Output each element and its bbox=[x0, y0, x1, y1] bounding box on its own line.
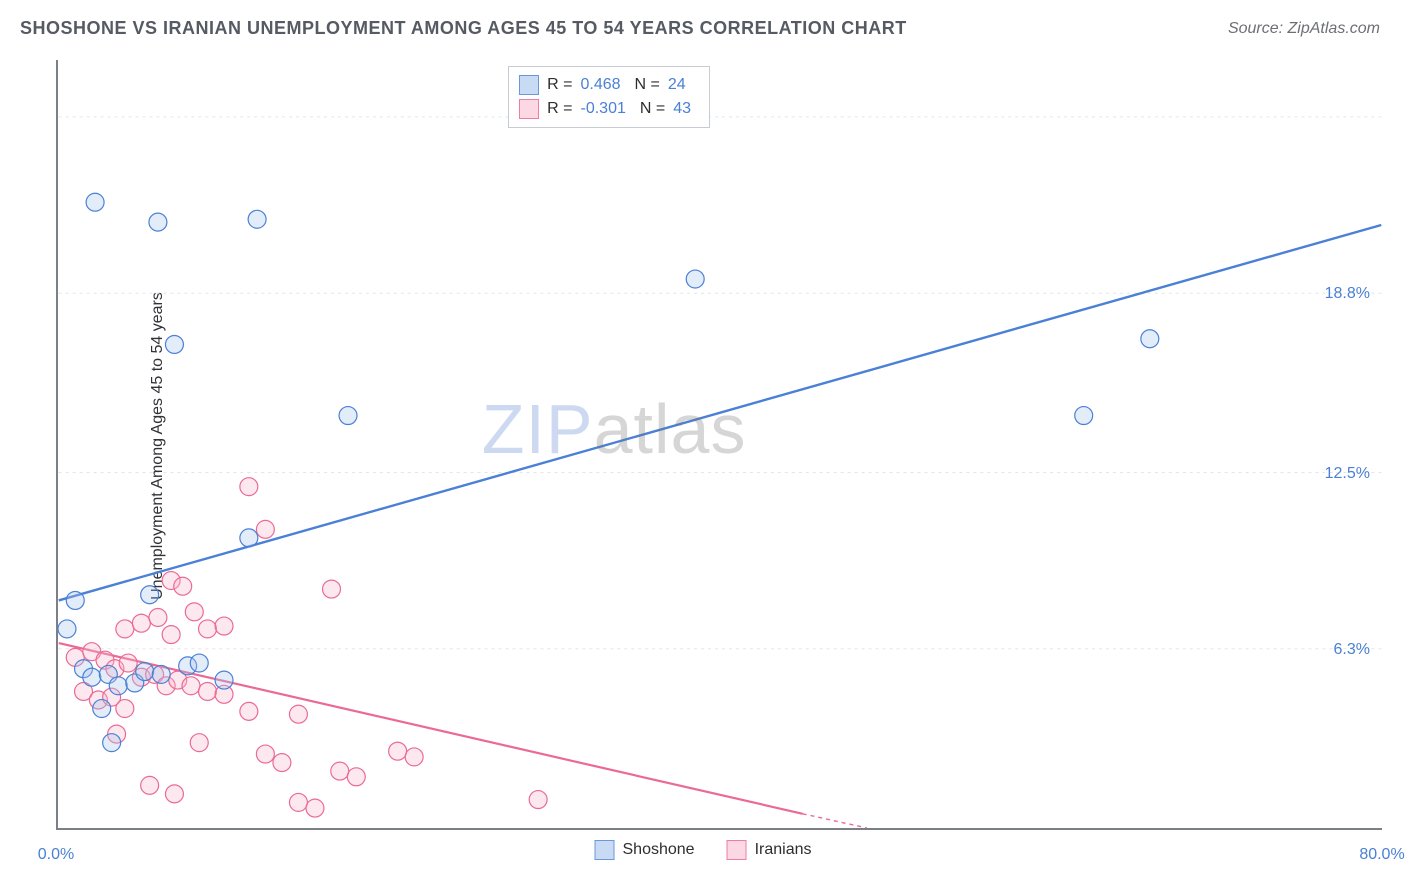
data-point-iranians[interactable] bbox=[185, 603, 203, 621]
data-point-iranians[interactable] bbox=[347, 768, 365, 786]
data-point-shoshone[interactable] bbox=[152, 665, 170, 683]
data-point-iranians[interactable] bbox=[306, 799, 324, 817]
x-tick-label: 0.0% bbox=[38, 846, 74, 864]
data-point-shoshone[interactable] bbox=[86, 193, 104, 211]
legend-r-label: R = bbox=[547, 97, 572, 121]
data-point-iranians[interactable] bbox=[240, 702, 258, 720]
legend-r-label: R = bbox=[547, 73, 572, 97]
legend-label-shoshone: Shoshone bbox=[623, 841, 695, 859]
data-point-iranians[interactable] bbox=[215, 617, 233, 635]
data-point-iranians[interactable] bbox=[165, 785, 183, 803]
data-point-iranians[interactable] bbox=[405, 748, 423, 766]
y-tick-label: 12.5% bbox=[1325, 465, 1370, 483]
data-point-iranians[interactable] bbox=[273, 754, 291, 772]
legend-n-label: N = bbox=[640, 97, 665, 121]
legend-r-value: -0.301 bbox=[581, 97, 632, 121]
legend-bottom: Shoshone Iranians bbox=[595, 840, 812, 860]
data-point-shoshone[interactable] bbox=[190, 654, 208, 672]
data-point-shoshone[interactable] bbox=[1141, 330, 1159, 348]
data-point-iranians[interactable] bbox=[116, 700, 134, 718]
data-point-iranians[interactable] bbox=[289, 705, 307, 723]
x-tick-label: 80.0% bbox=[1359, 846, 1404, 864]
data-point-shoshone[interactable] bbox=[109, 677, 127, 695]
data-point-iranians[interactable] bbox=[256, 745, 274, 763]
data-point-iranians[interactable] bbox=[182, 677, 200, 695]
data-point-iranians[interactable] bbox=[389, 742, 407, 760]
legend-n-value: 24 bbox=[668, 73, 692, 97]
data-point-shoshone[interactable] bbox=[141, 586, 159, 604]
data-point-shoshone[interactable] bbox=[58, 620, 76, 638]
legend-label-iranians: Iranians bbox=[755, 841, 812, 859]
data-point-iranians[interactable] bbox=[331, 762, 349, 780]
data-point-shoshone[interactable] bbox=[339, 407, 357, 425]
plot-area: ZIPatlas R = 0.468N = 24R = -0.301N = 43… bbox=[56, 60, 1382, 830]
legend-r-value: 0.468 bbox=[581, 73, 627, 97]
y-tick-label: 6.3% bbox=[1334, 641, 1370, 659]
data-point-iranians[interactable] bbox=[199, 682, 217, 700]
legend-swatch-shoshone bbox=[595, 840, 615, 860]
source-credit: Source: ZipAtlas.com bbox=[1228, 20, 1380, 38]
legend-item-iranians[interactable]: Iranians bbox=[727, 840, 812, 860]
y-tick-label: 18.8% bbox=[1325, 285, 1370, 303]
data-point-shoshone[interactable] bbox=[240, 529, 258, 547]
legend-stats-row-shoshone: R = 0.468 N = 24 bbox=[519, 73, 697, 97]
data-point-shoshone[interactable] bbox=[1075, 407, 1093, 425]
data-point-iranians[interactable] bbox=[116, 620, 134, 638]
data-point-iranians[interactable] bbox=[240, 478, 258, 496]
data-point-shoshone[interactable] bbox=[66, 591, 84, 609]
data-point-iranians[interactable] bbox=[132, 614, 150, 632]
legend-swatch-iranians bbox=[727, 840, 747, 860]
legend-swatch-iranians bbox=[519, 99, 539, 119]
data-point-iranians[interactable] bbox=[199, 620, 217, 638]
data-point-shoshone[interactable] bbox=[103, 734, 121, 752]
legend-item-shoshone[interactable]: Shoshone bbox=[595, 840, 695, 860]
data-point-shoshone[interactable] bbox=[248, 210, 266, 228]
data-point-shoshone[interactable] bbox=[686, 270, 704, 288]
data-point-shoshone[interactable] bbox=[83, 668, 101, 686]
legend-n-label: N = bbox=[635, 73, 660, 97]
legend-stats-row-iranians: R = -0.301 N = 43 bbox=[519, 97, 697, 121]
data-point-iranians[interactable] bbox=[529, 791, 547, 809]
data-point-shoshone[interactable] bbox=[215, 671, 233, 689]
data-point-shoshone[interactable] bbox=[165, 335, 183, 353]
data-point-iranians[interactable] bbox=[174, 577, 192, 595]
data-point-shoshone[interactable] bbox=[149, 213, 167, 231]
legend-swatch-shoshone bbox=[519, 75, 539, 95]
data-point-shoshone[interactable] bbox=[136, 663, 154, 681]
data-point-iranians[interactable] bbox=[323, 580, 341, 598]
legend-stats-box: R = 0.468N = 24R = -0.301N = 43 bbox=[508, 66, 710, 128]
chart-title: SHOSHONE VS IRANIAN UNEMPLOYMENT AMONG A… bbox=[20, 18, 907, 39]
data-point-iranians[interactable] bbox=[289, 793, 307, 811]
data-point-shoshone[interactable] bbox=[93, 700, 111, 718]
chart-svg bbox=[58, 60, 1382, 828]
data-point-iranians[interactable] bbox=[256, 520, 274, 538]
data-point-iranians[interactable] bbox=[119, 654, 137, 672]
data-point-iranians[interactable] bbox=[190, 734, 208, 752]
data-point-iranians[interactable] bbox=[162, 626, 180, 644]
data-point-iranians[interactable] bbox=[149, 609, 167, 627]
legend-n-value: 43 bbox=[673, 97, 697, 121]
data-point-iranians[interactable] bbox=[141, 776, 159, 794]
